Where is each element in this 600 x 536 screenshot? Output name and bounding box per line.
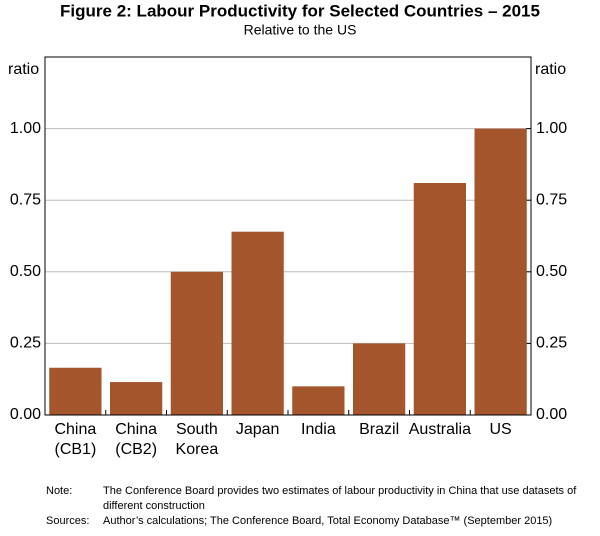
chart: Figure 2: Labour Productivity for Select…: [8, 1, 567, 458]
x-tick-label: South Korea: [176, 421, 219, 458]
y-axis-label: ratio: [8, 61, 39, 78]
y2-tick-label: 0.25: [536, 335, 567, 352]
y2-tick-label: 0.00: [536, 406, 567, 423]
y-tick-label: 0.25: [10, 335, 41, 352]
note-text: The Conference Board provides two estima…: [103, 485, 577, 512]
y2-tick-label: 1.00: [536, 120, 567, 137]
notes: Note: The Conference Board provides two e…: [46, 484, 596, 529]
x-tick-label: Brazil: [359, 421, 399, 438]
plot-frame: [44, 56, 532, 416]
note-row: Sources: Author’s calculations; The Confe…: [46, 514, 596, 529]
note-label: Sources:: [46, 515, 90, 527]
note-label: Note:: [46, 485, 73, 497]
bar: [474, 128, 527, 415]
note-row: Note: The Conference Board provides two e…: [46, 484, 596, 514]
note-text: Author’s calculations; The Conference Bo…: [103, 515, 553, 527]
chart-subtitle: Relative to the US: [244, 22, 357, 38]
bar: [292, 386, 345, 415]
x-tick-label: US: [490, 421, 512, 438]
x-tick-label: China (CB1): [54, 421, 96, 458]
x-tick-label: China (CB2): [115, 421, 157, 458]
y2-tick-label: 0.50: [536, 263, 567, 280]
bar: [49, 367, 102, 415]
x-tick-label: India: [301, 421, 336, 438]
y2-tick-label: 0.75: [536, 191, 567, 208]
bar: [353, 343, 406, 415]
bar: [170, 271, 223, 415]
x-tick-label: Japan: [236, 421, 280, 438]
y-tick-label: 0.00: [10, 406, 41, 423]
bar: [110, 382, 163, 415]
y2-axis-label: ratio: [535, 61, 566, 78]
x-tick-label: Australia: [409, 421, 471, 438]
y-tick-label: 0.50: [10, 263, 41, 280]
bar: [231, 231, 284, 415]
bar: [413, 183, 466, 415]
chart-title: Figure 2: Labour Productivity for Select…: [60, 1, 540, 20]
y-tick-label: 0.75: [10, 191, 41, 208]
y-tick-label: 1.00: [10, 120, 41, 137]
